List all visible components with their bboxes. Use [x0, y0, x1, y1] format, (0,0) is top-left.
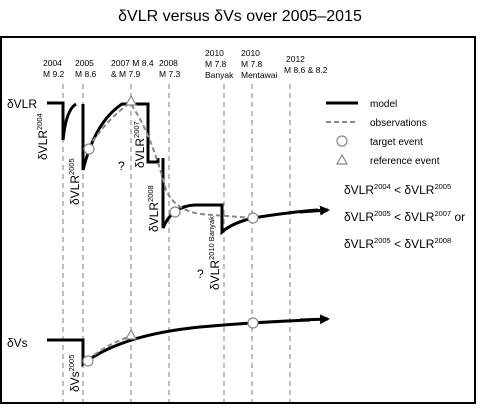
inequalities: δVLR2004 < δVLR2005 δVLR2005 < δVLR2007 … [344, 182, 465, 251]
vlr2004-label: δVLR2004 [35, 113, 50, 160]
event-2010m-place: Mentawai [241, 70, 277, 80]
vs-axis-label: δVs [7, 336, 28, 350]
vlr2005-label: δVLR2005 [67, 158, 82, 205]
event-2004-mag: M 9.2 [43, 69, 65, 79]
event-2005-mag: M 8.6 [75, 69, 97, 79]
vs-reference-event-marker-2007 [124, 328, 138, 340]
vlr2010-label: δVLR2010 Banyak [207, 216, 222, 290]
event-2005-year: 2005 [75, 58, 94, 68]
vlr2008-label: δVLR2008 [146, 185, 161, 232]
legend-observations-label: observations [370, 118, 427, 129]
vs2005-label: δVs2005 [67, 355, 82, 392]
legend-model-label: model [370, 99, 397, 110]
reference-event-marker-2007 [124, 94, 138, 106]
vs-target-event-marker-2005 [82, 355, 94, 367]
vlr2007-label: δVLR2007 [132, 121, 147, 168]
legend-target-icon [336, 135, 348, 147]
event-2012-year: 2012 [286, 54, 305, 64]
vs-target-event-marker-2010 [247, 317, 259, 329]
diagram-title: δVLR versus δVs over 2005–2015 [118, 8, 362, 25]
legend: model observations target event referenc… [326, 99, 440, 167]
inequality-3: δVLR2005 < δVLR2008 [344, 236, 451, 251]
event-2010b-year: 2010 [205, 48, 224, 58]
target-event-marker-2005 [83, 143, 95, 155]
event-2010b-mag: M 7.8 [205, 59, 227, 69]
vlr-observations-curve [87, 101, 254, 219]
event-2008-year: 2008 [159, 58, 178, 68]
event-2010m-mag: M 7.8 [241, 59, 263, 69]
vlr-axis-label: δVLR [7, 97, 37, 111]
target-event-marker-2008 [169, 206, 181, 218]
vlr-model-arrow [299, 205, 330, 216]
event-2010b-place: Banyak [205, 70, 234, 80]
inequality-2: δVLR2005 < δVLR2007 or [344, 209, 465, 224]
event-2007-mag: & M 7.9 [111, 69, 141, 79]
legend-reference-label: reference event [370, 156, 440, 167]
question-mark-2010: ? [197, 267, 204, 281]
legend-target-label: target event [370, 137, 423, 148]
inequality-1: δVLR2004 < δVLR2005 [344, 182, 451, 197]
vs-model-curve [47, 318, 311, 368]
event-2008-mag: M 7.3 [159, 69, 181, 79]
vlr-model-curve [47, 101, 319, 236]
target-event-marker-2010 [247, 212, 259, 224]
event-2010m-year: 2010 [241, 48, 260, 58]
legend-reference-icon [335, 153, 349, 165]
diagram-frame [0, 36, 476, 404]
event-2004-year: 2004 [43, 58, 62, 68]
question-mark-2007: ? [118, 159, 125, 173]
event-labels: 2004 M 9.2 2005 M 8.6 2007 M 8.4 & M 7.9… [43, 48, 328, 80]
event-2012-mag: M 8.6 & 8.2 [284, 65, 328, 75]
vs-model-arrow [299, 314, 330, 325]
event-2007-year: 2007 M 8.4 [111, 58, 154, 68]
